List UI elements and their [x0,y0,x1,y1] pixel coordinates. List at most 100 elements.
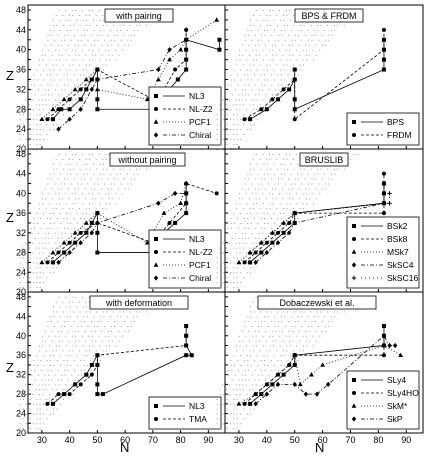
nuclide-dot [108,198,110,200]
y-tick-label: 40 [16,188,26,198]
nuclide-dot [57,94,59,96]
nuclide-dot [236,389,238,391]
nuclide-dot [29,124,31,126]
nuclide-dot [57,330,59,332]
nuclide-dot [281,321,283,323]
data-point [95,220,100,226]
nuclide-dot [56,257,58,259]
nuclide-dot [238,242,240,244]
data-point [50,401,55,406]
data-point [67,392,72,397]
data-point [84,230,89,235]
data-point [73,382,78,387]
data-point [247,250,253,255]
nuclide-dot [42,59,44,61]
nuclide-dot [47,84,49,86]
legend-marker [352,378,356,382]
nuclide-dot [250,306,252,308]
x-tick-label: 90 [203,435,213,445]
nuclide-dot [237,360,239,362]
nuclide-dot [40,369,42,371]
nuclide-dot [282,198,284,200]
nuclide-dot [246,262,248,264]
nuclide-dot [262,9,264,11]
data-point [45,117,50,122]
nuclide-dot [67,34,69,36]
nuclide-dot [97,183,99,185]
nuclide-dot [236,350,238,352]
nuclide-dot [52,129,54,131]
nuclide-dot [55,242,57,244]
nuclide-dot [294,183,296,185]
data-point [156,76,161,82]
data-point [184,211,189,216]
data-point [56,250,61,255]
nuclide-dot [253,24,255,26]
nuclide-dot [236,403,238,405]
nuclide-dot [78,54,80,56]
nuclide-dot [72,208,74,210]
nuclide-dot [261,232,263,234]
nuclide-dot [272,193,274,195]
data-point [189,353,194,358]
nuclide-dot [22,252,24,254]
nuclide-dot [114,34,116,36]
nuclide-dot [48,99,50,101]
x-tick-label: 80 [373,435,383,445]
nuclide-dot [257,222,259,224]
nuclide-dot [264,29,266,31]
data-point [264,381,270,387]
nuclide-dot [233,423,235,425]
nuclide-dot [238,379,240,381]
nuclide-dot [261,227,263,229]
nuclide-dot [84,188,86,190]
nuclide-dot [70,364,72,366]
nuclide-dot [252,384,254,386]
nuclide-dot [58,153,60,155]
nuclide-dot [36,398,38,400]
nuclide-dot [305,198,307,200]
nuclide-dot [133,316,135,318]
nuclide-dot [284,364,286,366]
nuclide-dot [61,237,63,239]
nuclide-dot [118,54,120,56]
nuclide-dot [240,79,242,81]
nuclide-dot [65,252,67,254]
nuclide-dot [242,247,244,249]
nuclide-dot [88,49,90,51]
nuclide-dot [252,345,254,347]
nuclide-dot [81,49,83,51]
nuclide-dot [59,403,61,405]
nuclide-dot [219,144,221,146]
nuclide-dot [57,369,59,371]
nuclide-dot [222,242,224,244]
nuclide-dot [86,364,88,366]
nuclide-dot [277,218,279,220]
nuclide-dot [276,158,278,160]
nuclide-dot [283,208,285,210]
nuclide-dot [94,330,96,332]
nuclide-dot [245,379,247,381]
data-point [56,392,61,397]
nuclide-dot [86,69,88,71]
nuclide-dot [61,232,63,234]
nuclide-dot [82,19,84,21]
nuclide-dot [244,39,246,41]
nuclide-dot [324,39,326,41]
nuclide-dot [269,59,271,61]
nuclide-dot [275,374,277,376]
data-point [39,259,45,265]
nuclide-dot [274,183,276,185]
x-tick-label: 70 [148,435,158,445]
data-point [236,259,242,265]
nuclide-dot [238,54,240,56]
nuclide-dot [259,208,261,210]
y-tick-label: 44 [16,25,26,35]
nuclide-dot [240,213,242,215]
nuclide-dot [296,213,298,215]
nuclide-dot [266,64,268,66]
nuclide-dot [39,350,41,352]
nuclide-dot [84,34,86,36]
nuclide-dot [40,84,42,86]
legend-marker [153,262,159,267]
